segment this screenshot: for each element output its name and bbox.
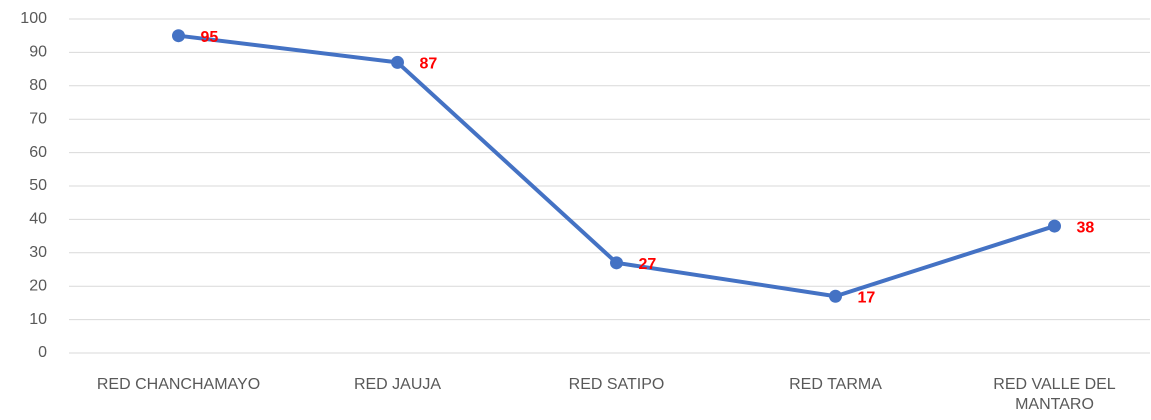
x-tick-label: RED SATIPO (568, 376, 665, 393)
y-tick-label: 20 (29, 277, 47, 294)
x-tick-label: RED TARMA (789, 376, 882, 393)
data-label: 17 (858, 289, 876, 306)
y-tick-label: 50 (29, 177, 47, 194)
y-tick-label: 60 (29, 144, 47, 161)
y-tick-label: 0 (38, 344, 47, 361)
marker (1048, 219, 1061, 233)
data-label: 38 (1077, 219, 1095, 236)
marker (829, 289, 842, 303)
marker (610, 256, 623, 270)
y-tick-label: 30 (29, 244, 47, 261)
y-tick-label: 80 (29, 77, 47, 94)
y-tick-label: 90 (29, 44, 47, 61)
marker (172, 29, 185, 43)
y-tick-label: 40 (29, 211, 47, 228)
data-label: 87 (420, 56, 438, 73)
x-tick-label: RED CHANCHAMAYO (96, 376, 261, 393)
data-label: 27 (639, 256, 657, 273)
data-label: 95 (201, 29, 219, 46)
marker (391, 55, 404, 69)
x-tick-label: RED JAUJA (353, 376, 442, 393)
y-tick-label: 70 (29, 110, 47, 127)
y-tick-label: 10 (29, 311, 47, 328)
y-tick-label: 100 (20, 10, 47, 27)
x-tick-label: RED VALLE DEL MANTARO (993, 376, 1116, 413)
